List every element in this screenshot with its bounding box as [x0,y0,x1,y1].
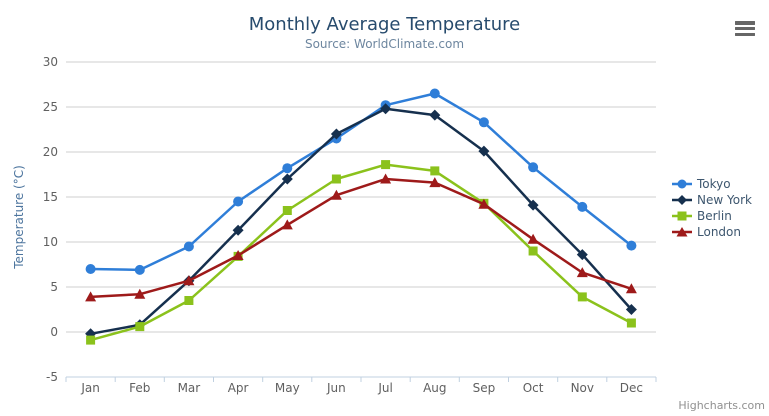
credits-link[interactable]: Highcharts.com [678,399,765,412]
y-axis-label: -5 [46,370,58,384]
y-axis-label: 25 [43,100,58,114]
data-point-marker[interactable] [380,103,392,115]
legend-marker-diamond-icon [672,195,692,205]
data-point-marker[interactable] [625,304,637,315]
data-point-marker[interactable] [135,322,145,332]
data-point-marker[interactable] [478,198,490,209]
x-axis-label: Mar [178,381,201,395]
data-point-marker[interactable] [626,318,636,328]
series-line-tokyo [89,92,633,272]
data-point-marker[interactable] [281,173,293,185]
data-point-marker[interactable] [85,291,97,302]
data-point-marker[interactable] [233,196,244,207]
hamburger-icon [735,32,755,36]
data-point-marker[interactable] [528,162,539,173]
data-point-marker[interactable] [576,249,588,261]
legend: Tokyo New York Berlin London [672,176,752,240]
legend-item-berlin[interactable]: Berlin [672,208,752,224]
y-axis-label: 20 [43,145,58,159]
x-axis-label: Oct [523,381,544,395]
data-point-marker[interactable] [527,199,539,211]
series-line-london [89,177,633,299]
data-point-marker[interactable] [380,173,392,184]
hamburger-icon [735,26,755,31]
legend-item-london[interactable]: London [672,224,752,240]
data-point-marker[interactable] [281,219,293,230]
y-axis-label: 30 [43,55,58,69]
x-axis-label: Jul [377,381,392,395]
x-axis-label: Jun [326,381,346,395]
data-point-marker[interactable] [183,241,194,252]
data-point-marker[interactable] [184,296,194,305]
data-point-marker[interactable] [86,335,96,345]
hamburger-icon [735,21,755,25]
x-axis-label: Apr [228,381,249,395]
data-point-marker[interactable] [282,206,292,215]
data-point-marker[interactable] [134,288,146,299]
x-axis-label: Dec [620,381,643,395]
y-axis-label: 10 [43,235,58,249]
y-axis-label: 15 [43,190,58,204]
data-point-marker[interactable] [183,275,195,286]
data-point-marker[interactable] [232,250,244,260]
legend-item-label: New York [697,193,752,207]
legend-marker-square-icon [672,211,692,221]
data-point-marker[interactable] [577,292,587,302]
data-point-marker[interactable] [282,163,293,174]
data-point-marker[interactable] [232,224,244,236]
data-point-marker[interactable] [576,267,588,278]
x-axis-label: Jan [80,381,100,395]
legend-marker-triangle-icon [672,227,692,237]
x-axis-label: Feb [129,381,150,395]
y-axis-label: 0 [50,325,58,339]
x-axis-label: May [275,381,300,395]
chart-subtitle: Source: WorldClimate.com [304,37,465,51]
legend-item-label: London [697,225,741,239]
legend-item-new-york[interactable]: New York [672,192,752,208]
series-line-berlin [89,163,633,342]
y-axis-label: 5 [50,280,58,294]
data-point-marker[interactable] [429,109,441,121]
x-axis-label: Nov [571,381,594,395]
data-point-marker[interactable] [527,233,539,244]
data-point-marker[interactable] [134,264,145,275]
legend-item-label: Berlin [697,209,732,223]
x-axis-label: Sep [473,381,496,395]
data-point-marker[interactable] [330,189,342,200]
data-point-marker[interactable] [626,240,637,251]
data-point-marker[interactable] [331,174,341,184]
legend-marker-circle-icon [672,179,692,189]
chart-title: Monthly Average Temperature [248,14,521,35]
data-point-marker[interactable] [625,283,637,294]
data-point-marker[interactable] [381,160,391,170]
data-point-marker[interactable] [430,166,440,176]
legend-item-tokyo[interactable]: Tokyo [672,176,752,192]
data-point-marker[interactable] [478,145,490,157]
export-menu-button[interactable] [735,21,755,36]
data-point-marker[interactable] [85,264,96,274]
data-point-marker[interactable] [478,117,489,128]
data-point-marker[interactable] [577,201,588,212]
legend-item-label: Tokyo [697,177,731,191]
data-point-marker[interactable] [429,177,441,188]
data-point-marker[interactable] [429,88,440,99]
data-point-marker[interactable] [528,246,538,256]
series-line-new-york [89,107,633,336]
x-axis-label: Aug [423,381,446,395]
data-point-marker[interactable] [330,128,342,140]
